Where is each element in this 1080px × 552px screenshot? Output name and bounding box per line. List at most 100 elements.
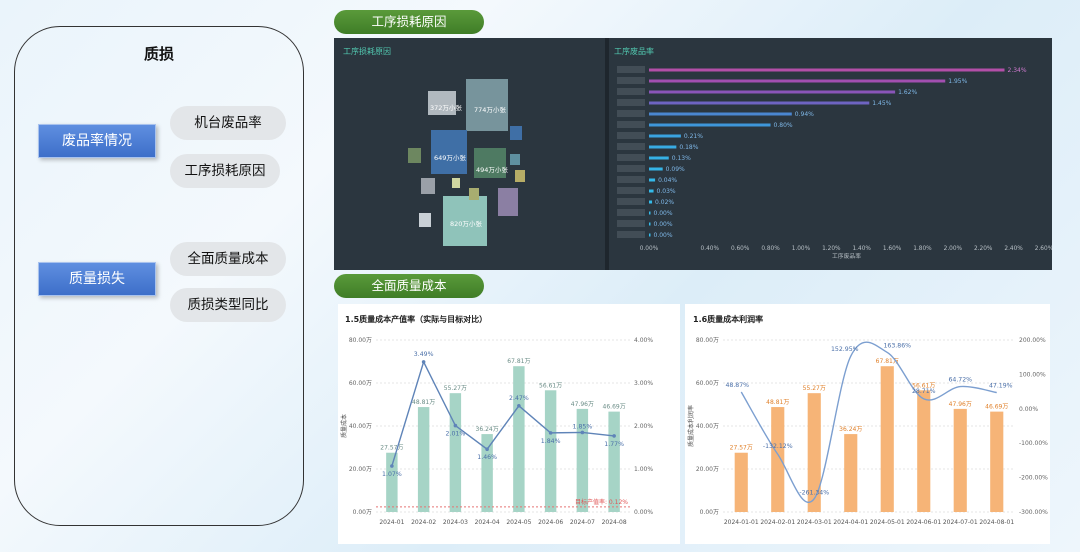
cost-bar-label: 56.61万 [539, 382, 562, 389]
y2-tick-label: 0.00% [634, 509, 653, 516]
rate-point [453, 423, 458, 428]
scrap-bar [649, 145, 677, 149]
scrap-bar [649, 123, 771, 127]
y2-tick-label: -300.00% [1019, 509, 1048, 516]
cost-bar-label: 46.69万 [985, 404, 1008, 411]
x-tick-label: 2024-03-01 [797, 519, 832, 526]
x-tick-label: 2024-06-01 [906, 519, 941, 526]
tm-block [452, 178, 460, 188]
tm-block [510, 126, 522, 140]
scrap-bar-label: 0.04% [658, 177, 677, 184]
y2-tick-label: 2.00% [634, 423, 653, 430]
tm-block [466, 79, 508, 131]
nav-process-loss-reason[interactable]: 工序损耗原因 [170, 154, 280, 188]
x-tick-label: 0.80% [761, 246, 780, 252]
scrap-bar [649, 112, 792, 116]
y2-tick-label: -200.00% [1019, 475, 1048, 482]
scrap-bar-label: 1.62% [898, 89, 917, 96]
bar-category-blur [617, 66, 645, 73]
cost-bar [417, 407, 430, 512]
rate-label: 28.71% [912, 388, 936, 395]
cost-bar-label: 27.57万 [380, 445, 403, 452]
rate-label: 2.47% [509, 395, 529, 402]
scrap-bar-label: 1.45% [872, 100, 891, 107]
cost-bar-label: 48.81万 [766, 399, 789, 406]
cost-bar [771, 407, 785, 512]
quality-cost-profit-chart: 0.00万 20.00万 40.00万 60.00万 80.00万 -300.00% -20… [687, 337, 1048, 526]
x-tick-label: 2024-04 [475, 519, 500, 526]
bar-chart-title: 工序废品率 [614, 47, 654, 56]
cost-bar-label: 55.27万 [444, 385, 467, 392]
x-tick-label: 0.00% [640, 246, 659, 252]
rate-point [485, 447, 489, 452]
treemap-label: 774万小张 [474, 106, 506, 114]
cost-bar [481, 434, 493, 512]
x-tick-label: 1.20% [822, 246, 841, 252]
y-tick-label: 0.00万 [353, 509, 372, 516]
scrap-bar [649, 178, 656, 182]
scrap-bar [649, 79, 946, 83]
rate-label: 1.46% [477, 454, 497, 461]
scrap-bar-label: 0.18% [679, 144, 698, 151]
x-tick-label: 1.40% [852, 246, 871, 252]
bar-category-blur [617, 154, 645, 161]
nav-machine-scrap-rate[interactable]: 机台废品率 [170, 106, 286, 140]
scrap-rate-bar-chart: 2.34%1.95%1.62%1.45%0.94%0.80%0.21%0.18%… [617, 66, 1052, 260]
scrap-bar [649, 90, 896, 94]
x-tick-label: 2024-05-01 [870, 519, 905, 526]
x-tick-label: 2.20% [974, 246, 993, 252]
cost-bar [990, 411, 1004, 512]
bar-category-blur [617, 231, 645, 238]
x-tick-label: 2024-07-01 [943, 519, 978, 526]
x-tick-label: 2024-08 [602, 519, 627, 526]
y2-tick-label: 100.00% [1019, 371, 1046, 378]
x-tick-label: 2024-05 [506, 519, 531, 526]
chart2-title: 1.6质量成本利润率 [693, 315, 764, 324]
rate-label: 1.07% [382, 471, 402, 478]
y-tick-label: 60.00万 [349, 380, 372, 387]
scrap-bar-label: 0.80% [774, 122, 793, 129]
target-label: 目标产值率: 0.12% [575, 498, 628, 506]
x-tick-label: 0.40% [701, 246, 720, 252]
y-tick-label: 40.00万 [349, 423, 372, 430]
x-tick-label: 2024-07 [570, 519, 595, 526]
rate-line [391, 360, 615, 467]
rate-label: 163.86% [883, 342, 911, 349]
scrap-bar [649, 233, 651, 237]
cost-bar [608, 411, 620, 512]
cost-bar [953, 408, 967, 512]
x-tick-label: 2.40% [1004, 246, 1023, 252]
scrap-bar [649, 101, 870, 105]
cost-bar [734, 452, 748, 512]
cost-bar-label: 48.81万 [412, 399, 435, 406]
x-tick-label: 2.00% [944, 246, 963, 252]
quality-cost-output-chart: 0.00万 20.00万 40.00万 60.00万 80.00万 0.00% 1.00% 2… [340, 337, 653, 526]
x-tick-label: 2024-03 [443, 519, 468, 526]
tm-block [510, 154, 520, 165]
category-quality-loss[interactable]: 质量损失 [38, 262, 156, 296]
nav-quality-loss-yoy[interactable]: 质损类型同比 [170, 288, 286, 322]
x-tick-label: 2024-06 [538, 519, 563, 526]
y-tick-label: 60.00万 [696, 380, 719, 387]
rate-label: -261.34% [799, 490, 829, 497]
rate-point [390, 464, 394, 468]
treemap-title: 工序损耗原因 [343, 47, 391, 56]
cost-bar [449, 393, 462, 512]
cost-bar-label: 67.81万 [507, 358, 530, 365]
nav-panel: 质损 [14, 26, 304, 526]
scrap-bar [649, 222, 651, 226]
rate-point [548, 431, 553, 435]
nav-total-quality-cost[interactable]: 全面质量成本 [170, 242, 286, 276]
scrap-bar-label: 0.00% [654, 221, 673, 228]
scrap-bar [649, 156, 669, 160]
x-tick-label: 0.60% [731, 246, 750, 252]
bar-category-blur [617, 176, 645, 183]
category-scrap-rate[interactable]: 废品率情况 [38, 124, 156, 158]
rate-point [517, 403, 521, 408]
treemap-label: 372万小张 [430, 104, 462, 112]
y2-tick-label: 4.00% [634, 337, 653, 344]
x-tick-label: 2024-01 [379, 519, 404, 526]
rate-label: 1.77% [604, 441, 624, 448]
section-header-total-quality: 全面质量成本 [334, 274, 484, 298]
rate-label: 47.19% [989, 383, 1013, 390]
